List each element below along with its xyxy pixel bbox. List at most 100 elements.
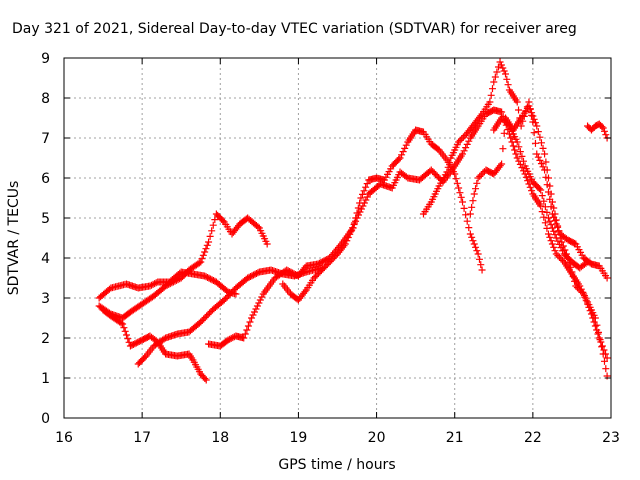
data-point [555, 228, 563, 236]
data-point [547, 221, 555, 229]
data-point [472, 185, 480, 193]
data-point [501, 117, 509, 125]
data-point [554, 252, 562, 260]
data-point [498, 114, 506, 122]
data-point [469, 237, 477, 245]
data-point [241, 330, 249, 338]
data-point [591, 322, 599, 330]
data-point [456, 136, 464, 144]
data-point [499, 116, 507, 124]
data-point [476, 172, 484, 180]
data-point [256, 296, 264, 304]
data-point [205, 238, 213, 246]
data-point [525, 102, 533, 110]
data-point [548, 240, 556, 248]
data-point [551, 217, 559, 225]
data-point [540, 213, 548, 221]
data-point [500, 129, 508, 137]
data-point [198, 255, 206, 263]
data-point [195, 259, 203, 267]
data-point [557, 244, 565, 252]
data-point [363, 180, 371, 188]
data-point [586, 307, 594, 315]
x-tick-label: 17 [133, 430, 151, 446]
data-point [444, 163, 452, 171]
data-point [585, 303, 593, 311]
data-point [459, 133, 467, 141]
data-point [526, 183, 534, 191]
data-point [590, 318, 598, 326]
series-trace-4 [134, 264, 326, 368]
data-point [201, 248, 209, 256]
data-point [529, 112, 537, 120]
data-point [362, 196, 370, 204]
data-point [597, 338, 605, 346]
data-point [473, 247, 481, 255]
data-point [460, 204, 468, 212]
data-point [547, 190, 555, 198]
data-point [526, 105, 534, 113]
data-point [472, 243, 480, 251]
data-point [550, 204, 558, 212]
data-point [559, 256, 567, 264]
data-point [460, 147, 468, 155]
x-tick-label: 18 [211, 430, 229, 446]
data-point [240, 334, 248, 342]
data-point [539, 163, 547, 171]
data-point [551, 247, 559, 255]
data-point [497, 61, 505, 69]
data-point [451, 170, 459, 178]
data-point [349, 224, 357, 232]
data-point [477, 171, 485, 179]
data-point [600, 346, 608, 354]
axis-ticks [63, 57, 612, 419]
data-point [598, 123, 606, 131]
data-point [577, 287, 585, 295]
data-point [534, 153, 542, 161]
data-point [356, 208, 364, 216]
data-point [354, 204, 362, 212]
data-point [513, 154, 521, 162]
data-point [548, 198, 556, 206]
data-point [567, 263, 575, 271]
data-point [603, 354, 611, 362]
data-point [486, 98, 494, 106]
y-tick-label: 6 [41, 171, 50, 187]
data-point [171, 277, 179, 285]
data-point [359, 202, 367, 210]
data-point [341, 240, 349, 248]
data-point [595, 334, 603, 342]
data-point [162, 282, 170, 290]
data-point [462, 211, 470, 219]
data-point [548, 224, 556, 232]
data-point [537, 160, 545, 168]
x-tick-label: 16 [55, 430, 73, 446]
data-point [541, 150, 549, 158]
data-point [120, 324, 128, 332]
data-point [344, 234, 352, 241]
data-point [536, 133, 544, 141]
data-point [525, 180, 533, 188]
x-tick-label: 22 [524, 430, 542, 446]
data-point [206, 232, 214, 240]
y-tick-label: 4 [41, 251, 50, 267]
data-point [512, 150, 520, 158]
y-tick-label: 0 [41, 411, 50, 427]
data-point [227, 334, 235, 342]
data-point [202, 245, 210, 253]
data-point [496, 162, 504, 170]
data-point [462, 144, 470, 152]
data-point [580, 290, 588, 298]
data-point [502, 119, 510, 127]
data-point [199, 251, 207, 259]
data-point [551, 231, 559, 239]
data-point [459, 198, 467, 206]
data-point [541, 219, 549, 227]
data-point [550, 243, 558, 251]
data-point [515, 143, 523, 151]
data-point [547, 237, 555, 245]
y-tick-label: 1 [41, 371, 50, 387]
data-point [357, 194, 365, 202]
data-point [174, 276, 182, 284]
